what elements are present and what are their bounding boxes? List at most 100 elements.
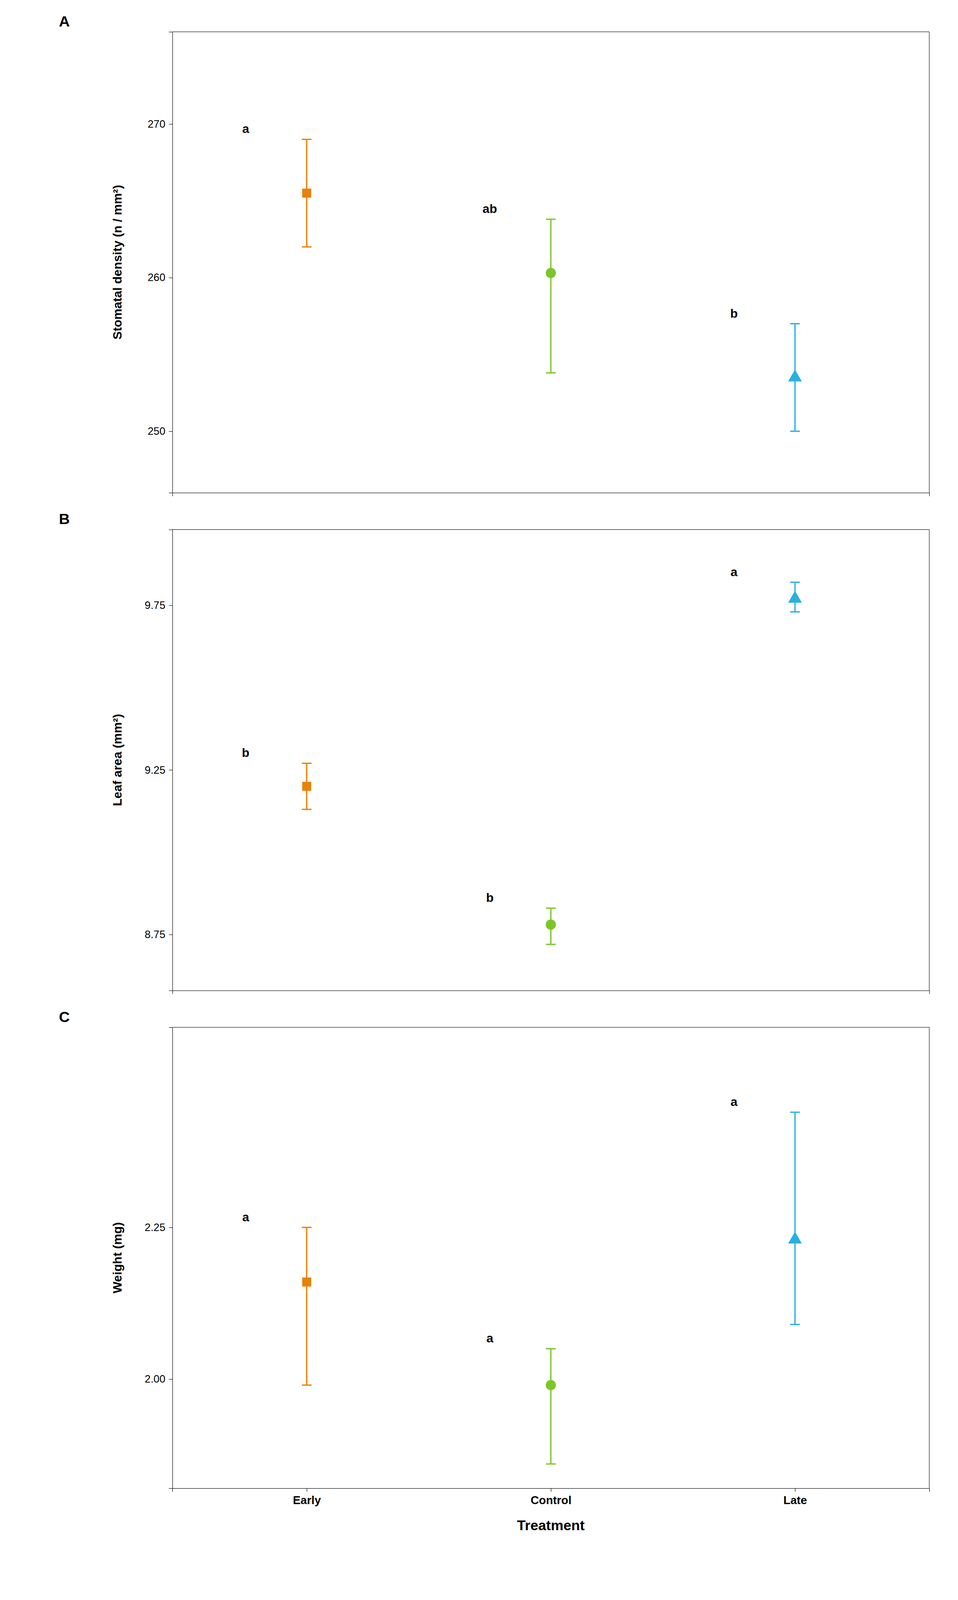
error-cap	[790, 1324, 800, 1326]
axis-line	[172, 991, 930, 995]
axis-line	[172, 493, 930, 497]
series	[788, 1112, 802, 1325]
axis-line	[168, 32, 173, 494]
x-tick: Late	[783, 1488, 807, 1508]
error-cap	[545, 1464, 556, 1466]
tick-label: 2.25	[144, 1221, 166, 1234]
x-axis	[172, 991, 930, 995]
x-axis: Early Control Late	[172, 1488, 930, 1508]
tick-mark	[168, 431, 173, 432]
y-axis: 2.00 2.25	[144, 1027, 173, 1489]
frame	[172, 529, 930, 531]
plot-area	[301, 1112, 802, 1465]
error-cap	[545, 1348, 556, 1351]
y-tick: 2.25	[144, 1221, 173, 1234]
series	[301, 763, 312, 810]
error-bar	[550, 219, 552, 374]
error-cap	[301, 1385, 312, 1387]
error-cap	[790, 611, 800, 613]
annotation: b	[485, 891, 494, 905]
error-cap	[790, 430, 800, 432]
tick-mark	[550, 1488, 552, 1493]
error-cap	[545, 944, 556, 946]
tick-mark	[168, 935, 173, 936]
point	[545, 267, 556, 279]
error-cap	[545, 908, 556, 910]
x-axis-title: Treatment	[517, 1518, 585, 1535]
x-tick: Control	[530, 1488, 572, 1508]
series	[545, 219, 556, 374]
error-cap	[790, 581, 800, 584]
error-bar	[550, 1349, 552, 1465]
axis-line	[168, 530, 173, 992]
error-bar	[305, 1228, 308, 1386]
error-cap	[790, 323, 800, 325]
series	[788, 582, 802, 613]
y-tick: 270	[147, 118, 173, 130]
y-axis: 250 260 270	[147, 32, 173, 494]
tick-label: 250	[147, 425, 166, 438]
y-tick: 260	[147, 271, 173, 284]
point	[788, 591, 802, 604]
tick-mark	[168, 124, 173, 125]
axis-line	[172, 1489, 930, 1493]
chart: 250 260 270 a a b b A Stomatal density (n / mm²)…	[0, 0, 958, 1600]
tick-mark	[168, 1228, 173, 1229]
point	[545, 919, 556, 931]
tick-mark	[168, 605, 173, 607]
tick-label: 2.00	[144, 1373, 166, 1386]
y-tick: 2.00	[144, 1373, 173, 1386]
tick-label: Early	[292, 1494, 321, 1508]
y-tick: 8.75	[144, 928, 173, 941]
panel: 2.00 2.25 Early Control Late a a a C Weight (mg) T…	[58, 1008, 930, 1535]
series	[788, 324, 802, 432]
annotation: a	[242, 1210, 250, 1225]
point	[301, 782, 311, 791]
y-tick: 9.75	[144, 599, 173, 612]
frame	[929, 529, 930, 991]
frame	[929, 31, 930, 493]
panel: 8.759.259.75bbaBLeaf area (mm²)	[58, 510, 930, 995]
point	[788, 369, 802, 382]
error-cap	[545, 372, 556, 374]
tick-label: Control	[530, 1494, 572, 1508]
panel: 250260270aabbAStomatal density (n / mm²)	[58, 12, 930, 497]
frame	[172, 1027, 930, 1028]
tick-mark	[168, 1379, 173, 1381]
tick-mark	[168, 277, 173, 279]
error-cap	[301, 1227, 312, 1229]
error-cap	[301, 246, 312, 248]
annotation: a	[730, 1095, 738, 1110]
y-axis-title: Weight (mg)	[110, 1222, 125, 1294]
y-axis: 8.75 9.25 9.75	[144, 530, 173, 992]
point	[545, 1380, 556, 1391]
tick-label: 260	[147, 271, 166, 284]
y-tick: 9.25	[144, 764, 173, 777]
axis-line	[168, 1027, 173, 1489]
annotation: a	[486, 1332, 494, 1346]
error-cap	[301, 138, 312, 141]
x-axis	[172, 493, 930, 497]
series	[301, 1228, 312, 1386]
annotation: b	[241, 746, 250, 760]
point	[788, 1232, 802, 1245]
error-cap	[545, 218, 556, 221]
tick-label: 9.25	[144, 764, 166, 777]
plot-area	[301, 582, 802, 946]
y-axis-title: Leaf area (mm²)	[110, 714, 125, 807]
tick-mark	[168, 770, 173, 771]
annotation: b	[730, 306, 738, 321]
error-cap	[301, 809, 312, 811]
tick-label: 9.75	[144, 599, 166, 612]
error-bar	[794, 1112, 796, 1325]
plot-area	[301, 139, 802, 432]
tick-label: 8.75	[144, 928, 166, 941]
point	[301, 1278, 311, 1287]
panel-label: A	[58, 12, 70, 30]
panel-label: C	[58, 1008, 70, 1026]
frame	[172, 31, 930, 33]
tick-label: Late	[783, 1494, 807, 1508]
y-axis-title: Stomatal density (n / mm²)	[110, 184, 125, 340]
panel-label: B	[58, 510, 70, 528]
tick-label: 270	[147, 118, 166, 130]
